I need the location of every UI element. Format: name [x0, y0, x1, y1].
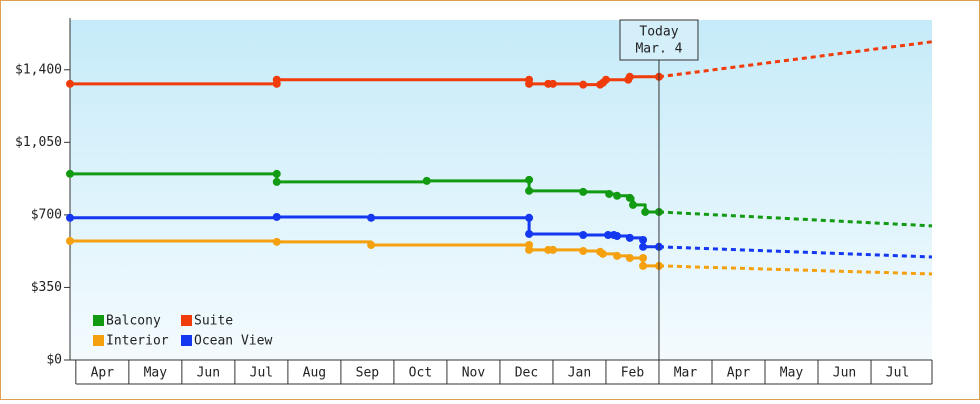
- price-point: [579, 187, 588, 196]
- price-point: [548, 79, 557, 88]
- price-point: [579, 230, 588, 239]
- data-layer: [66, 40, 933, 276]
- price-point: [598, 249, 607, 258]
- x-tick-label: Sep: [356, 366, 380, 381]
- price-point: [548, 245, 557, 254]
- price-point: [625, 254, 634, 262]
- y-tick-label: $700: [31, 207, 62, 222]
- price-point: [525, 175, 534, 184]
- forecast-line: [658, 210, 933, 228]
- x-tick-label: May: [144, 366, 168, 381]
- price-point: [605, 189, 614, 198]
- price-point: [367, 240, 376, 249]
- plot-area: [70, 20, 932, 360]
- price-point: [639, 254, 648, 262]
- x-tick-label: Mar: [674, 366, 698, 381]
- x-tick-label: Apr: [91, 366, 115, 381]
- price-point: [579, 80, 588, 89]
- x-tick-label: Jul: [250, 366, 273, 381]
- legend-label: Balcony: [106, 314, 161, 329]
- price-point: [613, 191, 622, 200]
- price-point: [525, 186, 534, 195]
- axes: $0 $350 $700 $1,050 $1,400 Apr May Jun Jul Aug Sep…: [15, 18, 933, 385]
- price-point: [641, 207, 650, 216]
- price-point: [525, 229, 534, 238]
- price-point: [272, 75, 281, 84]
- price-point: [625, 193, 634, 202]
- x-tick-label: Nov: [462, 366, 486, 381]
- price-point: [272, 177, 281, 186]
- price-point: [601, 75, 610, 84]
- price-point: [639, 235, 648, 244]
- x-tick-label: Jan: [568, 366, 591, 381]
- x-tick-label: May: [780, 366, 804, 381]
- overlay: Today Mar. 4 Balcony Suite Interior Ocean Vie…: [93, 19, 699, 360]
- legend-label: Interior: [106, 334, 169, 349]
- price-point: [625, 72, 634, 81]
- forecast-line: [658, 245, 933, 259]
- price-point: [613, 251, 622, 260]
- price-point: [525, 79, 534, 88]
- price-point: [66, 213, 74, 222]
- x-tick-label: Jun: [833, 366, 856, 381]
- x-tick-label: Dec: [515, 366, 538, 381]
- x-tick-label: Jun: [197, 366, 220, 381]
- price-point: [66, 237, 74, 245]
- today-box: [619, 19, 699, 61]
- legend-label: Ocean View: [194, 334, 272, 349]
- price-point: [367, 213, 376, 222]
- y-tick-label: $1,050: [15, 135, 62, 150]
- legend-label: Suite: [194, 314, 233, 329]
- forecast-line: [658, 264, 933, 276]
- price-point: [604, 230, 613, 239]
- today-label: Mar. 4: [635, 42, 682, 57]
- y-tick-label: $0: [46, 353, 62, 368]
- x-tick-label: Oct: [409, 366, 432, 381]
- price-point: [629, 200, 638, 209]
- legend-swatch: [181, 315, 192, 326]
- legend-swatch: [93, 335, 104, 346]
- legend-swatch: [181, 335, 192, 346]
- x-tick-label: Aug: [303, 366, 326, 381]
- y-tick-label: $350: [31, 280, 62, 295]
- price-point: [525, 245, 534, 254]
- x-tick-label: Jul: [886, 366, 909, 381]
- price-point: [613, 232, 622, 241]
- x-tick-label: Feb: [621, 366, 645, 381]
- price-point: [579, 246, 588, 255]
- price-point: [639, 261, 648, 270]
- price-point: [66, 169, 74, 178]
- price-point: [272, 212, 281, 221]
- price-point: [272, 169, 281, 178]
- forecast-line: [658, 40, 933, 79]
- today-label: Today: [639, 25, 678, 40]
- legend-swatch: [93, 315, 104, 326]
- price-point: [525, 213, 534, 222]
- y-tick-label: $1,400: [15, 62, 62, 77]
- x-tick-label: Apr: [727, 366, 751, 381]
- price-point: [422, 176, 431, 185]
- price-point: [625, 233, 634, 242]
- price-point: [272, 237, 281, 246]
- price-point: [639, 242, 648, 251]
- price-point: [66, 79, 74, 88]
